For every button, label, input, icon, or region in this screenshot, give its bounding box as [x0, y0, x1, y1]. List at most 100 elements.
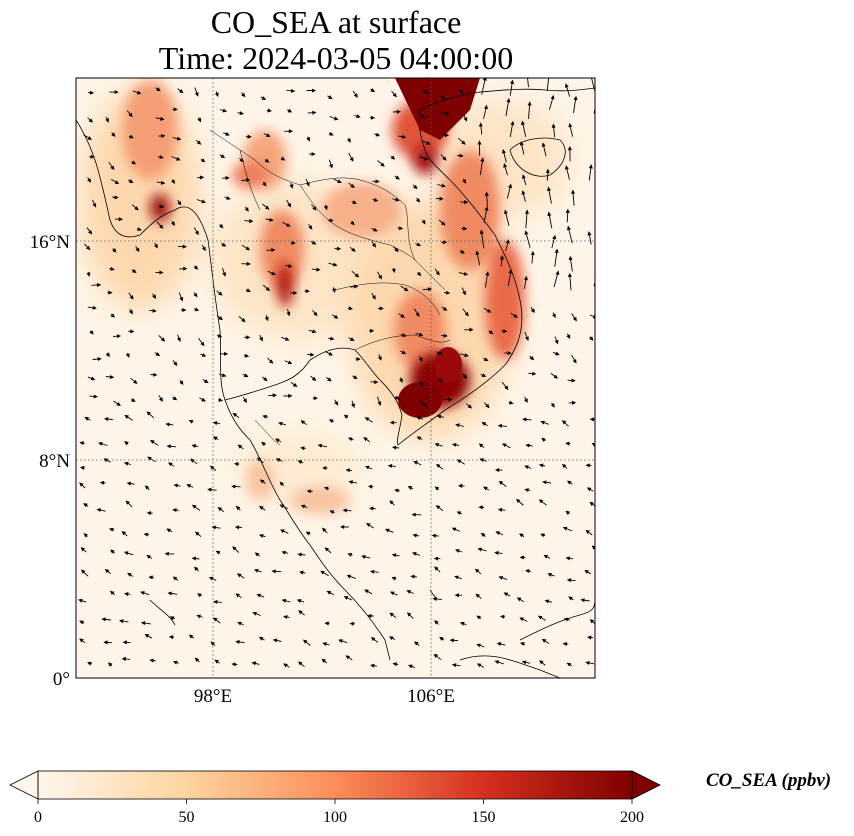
wind-arrow-head [90, 154, 95, 159]
wind-arrow-head [265, 286, 271, 292]
wind-arrow-head [401, 134, 407, 139]
wind-arrow-head [403, 287, 409, 292]
wind-arrow-head [484, 206, 489, 211]
wind-arrow-head [258, 636, 264, 641]
wind-arrow-head [385, 528, 390, 533]
wind-arrow-head [146, 554, 151, 559]
wind-arrow-head [590, 74, 593, 77]
wind-arrow-head [392, 92, 397, 98]
wind-arrow-head [370, 328, 375, 333]
wind-arrow-head [449, 638, 454, 643]
wind-arrow-head [340, 524, 345, 530]
wind-arrow-head [329, 218, 334, 223]
wind-arrow-head [456, 459, 462, 464]
wind-arrow-head [226, 195, 231, 200]
wind-arrow-head [494, 550, 499, 555]
wind-arrow-head [475, 593, 480, 598]
wind-arrow-head [306, 489, 311, 494]
figure-title: CO_SEA at surface [210, 4, 462, 40]
wind-arrow-head [103, 640, 108, 645]
wind-arrow-head [451, 663, 457, 668]
wind-arrow-head [352, 375, 358, 380]
wind-arrow-head [399, 378, 403, 384]
wind-arrow-head [322, 642, 327, 646]
wind-arrow-head [239, 157, 245, 163]
wind-arrow-head [112, 248, 117, 253]
wind-arrow-head [416, 436, 422, 441]
wind-arrow-head [416, 242, 422, 247]
wind-arrow-head [217, 507, 223, 512]
wind-arrow-head [312, 110, 317, 115]
wind-arrow-head [96, 283, 102, 288]
wind-arrow-head [161, 134, 166, 139]
wind-arrow-head [196, 614, 201, 619]
wind-arrow-head [440, 95, 446, 100]
wind-arrow-head [567, 225, 571, 231]
wind-arrow-head [520, 642, 525, 646]
wind-arrow-head [261, 441, 266, 447]
wind-arrow-head [398, 226, 404, 231]
wind-arrow-head [392, 662, 397, 667]
wind-arrow-head [280, 156, 286, 161]
wind-arrow-head [331, 288, 336, 293]
wind-arrow-head [87, 661, 92, 666]
wind-arrow-head [200, 158, 206, 163]
wind-arrow-head [373, 197, 379, 202]
wind-arrow-head [391, 268, 396, 273]
wind-arrow-head [127, 572, 132, 577]
wind-arrow-head [561, 420, 567, 425]
wind-arrow-head [265, 205, 270, 210]
wind-arrow-head [364, 465, 370, 470]
wind-arrow-head [243, 398, 247, 403]
wind-arrow-head [572, 316, 577, 322]
wind-arrow-head [389, 612, 394, 617]
wind-arrow-head [527, 101, 532, 106]
wind-arrow-head [445, 290, 451, 295]
wind-arrow-head [525, 569, 530, 574]
wind-arrow-head [571, 189, 576, 194]
wind-arrow-head [166, 444, 171, 449]
wind-arrow-head [129, 134, 134, 139]
wind-arrow-head [246, 335, 251, 340]
wind-arrow-head [444, 133, 450, 138]
wind-arrow-head [510, 120, 515, 126]
wind-arrow-head [338, 639, 343, 644]
wind-arrow-head [462, 290, 466, 296]
wind-arrow-head [218, 291, 223, 296]
wind-arrow-head [538, 499, 544, 504]
wind-arrow-head [565, 556, 571, 561]
wind-arrow-head [478, 122, 483, 127]
wind-arrow-head [483, 486, 488, 491]
wind-arrow [595, 382, 602, 383]
wind-arrow-head [194, 307, 200, 312]
wind-arrow-head [364, 589, 369, 594]
wind-arrow-head [305, 531, 311, 536]
wind-arrow-head [194, 657, 200, 663]
wind-arrow-head [275, 458, 281, 463]
wind-arrow-head [332, 262, 338, 267]
wind-arrow-head [254, 568, 259, 573]
wind-arrow-head [580, 598, 585, 603]
wind-arrow-head [317, 443, 323, 448]
wind-arrow-head [246, 261, 251, 266]
wind-arrow-head [279, 481, 284, 487]
wind-arrow-head [431, 533, 437, 538]
wind-arrow-head [519, 533, 524, 538]
wind-arrow-head [159, 224, 164, 229]
wind-arrow-head [408, 664, 413, 669]
wind-arrow-head [460, 249, 465, 254]
wind-arrow-head [244, 353, 250, 358]
wind-arrow-head [542, 480, 547, 485]
wind-arrow-head [110, 165, 115, 171]
wind-arrow-head [494, 468, 500, 473]
wind-arrow-head [289, 184, 294, 189]
wind-arrow-head [191, 504, 197, 509]
wind-arrow-head [455, 549, 460, 553]
wind-arrow-head [218, 315, 223, 321]
wind-arrow-head [305, 289, 310, 294]
wind-arrow-head [456, 511, 462, 516]
wind-arrow-head [510, 79, 515, 85]
wind-arrow-head [232, 412, 238, 417]
wind-arrow-head [541, 638, 547, 643]
wind-arrow-head [278, 421, 283, 426]
